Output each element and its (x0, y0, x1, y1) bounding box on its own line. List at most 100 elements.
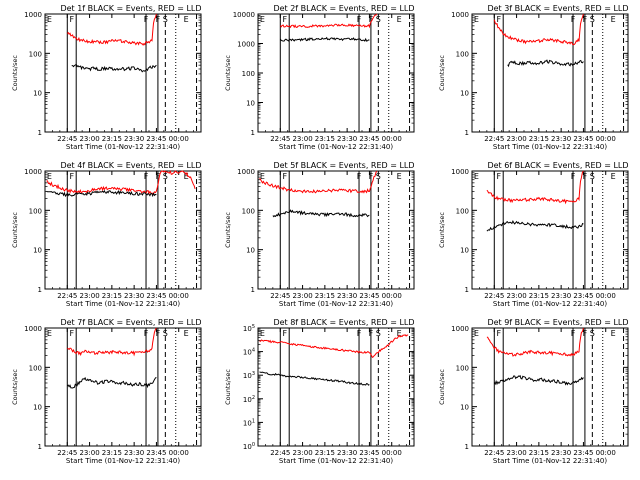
x-axis-title: Start Time (01-Nov-12 22:31:40) (279, 300, 393, 308)
x-tick-label: 23:30 (551, 449, 571, 457)
y-tick-label: 1 (251, 129, 255, 137)
marker-label: F (583, 172, 588, 181)
y-tick-label: 10 (460, 404, 469, 412)
detector-panel-4: Det 4f BLACK = Events, RED = LLD 1 10 100 10… (11, 161, 202, 308)
series-line-events (272, 209, 370, 218)
x-tick-label: 22:45 (484, 449, 504, 457)
series-line-lld (46, 169, 196, 195)
detector-panel-5: Det 5f BLACK = Events, RED = LLD 1 10 100 10… (224, 161, 415, 308)
plot-frame (44, 327, 202, 447)
x-axis-title: Start Time (01-Nov-12 22:31:40) (66, 300, 180, 308)
marker-label: F (357, 172, 362, 181)
marker-label: E (397, 15, 402, 24)
y-tick-label: 100 (456, 364, 469, 372)
marker-label: F (156, 172, 161, 181)
marker-label: F (357, 329, 362, 338)
x-tick-label: 23:00 (506, 135, 526, 143)
x-tick-label: 23:00 (292, 292, 312, 300)
y-tick-base: 10 (243, 325, 252, 333)
x-tick-label: 23:00 (292, 135, 312, 143)
series-line-lld (279, 13, 378, 29)
y-tick-label: 1 (251, 286, 255, 294)
marker-label: F (282, 15, 287, 24)
marker-label: S (163, 329, 168, 338)
marker-label: E (260, 172, 265, 181)
marker-label: F (144, 172, 149, 181)
y-axis-title: Counts/sec (438, 55, 446, 91)
marker-label: F (144, 15, 149, 24)
marker-label: S (376, 329, 381, 338)
x-tick-label: 23:15 (315, 292, 335, 300)
marker-label: F (282, 172, 287, 181)
marker-label: S (376, 172, 381, 181)
x-tick-label: 00:00 (382, 292, 402, 300)
marker-label: E (184, 172, 189, 181)
y-tick-label: 10 (246, 100, 255, 108)
x-tick-label: 23:45 (573, 135, 593, 143)
marker-label: S (590, 172, 595, 181)
y-tick-label: 10 (33, 90, 42, 98)
x-tick-label: 23:45 (359, 449, 379, 457)
y-tick-exponent: 3 (252, 371, 255, 377)
y-axis-title: Counts/sec (224, 369, 232, 405)
y-tick-label: 1000 (24, 11, 42, 19)
y-tick-label: 10 (33, 247, 42, 255)
marker-label: E (260, 329, 265, 338)
marker-label: F (571, 172, 576, 181)
x-tick-label: 23:45 (359, 135, 379, 143)
marker-label: F (156, 15, 161, 24)
y-tick-label: 100 (29, 207, 42, 215)
x-axis-title: Start Time (01-Nov-12 22:31:40) (493, 457, 607, 465)
marker-label: F (156, 329, 161, 338)
y-tick-label: 100 (242, 207, 255, 215)
x-tick-label: 23:15 (529, 449, 549, 457)
marker-label: F (369, 329, 374, 338)
y-tick-label: 104 (243, 348, 255, 357)
marker-label: F (571, 15, 576, 24)
x-tick-label: 00:00 (169, 292, 189, 300)
detector-panel-1: Det 1f BLACK = Events, RED = LLD 1 10 100 10… (11, 4, 202, 151)
marker-label: E (474, 15, 479, 24)
panel-title: Det 6f BLACK = Events, RED = LLD (487, 161, 628, 170)
y-axis-title: Counts/sec (438, 369, 446, 405)
series-line-events (486, 219, 584, 232)
x-tick-label: 00:00 (596, 292, 616, 300)
marker-label: F (282, 329, 287, 338)
x-tick-label: 23:30 (337, 292, 357, 300)
y-tick-exponent: 1 (252, 418, 255, 424)
marker-label: E (47, 15, 52, 24)
x-tick-label: 22:45 (57, 135, 77, 143)
marker-label: F (369, 15, 374, 24)
marker-label: F (69, 15, 74, 24)
marker-label: E (397, 329, 402, 338)
y-tick-exponent: 2 (252, 395, 255, 401)
y-tick-label: 1 (465, 443, 469, 451)
marker-label: F (583, 329, 588, 338)
panel-title: Det 1f BLACK = Events, RED = LLD (60, 4, 201, 13)
x-axis-title: Start Time (01-Nov-12 22:31:40) (66, 143, 180, 151)
y-axis-title: Counts/sec (11, 369, 19, 405)
y-tick-base: 10 (243, 443, 252, 451)
y-tick-label: 10 (33, 404, 42, 412)
marker-label: S (163, 172, 168, 181)
y-tick-label: 1000 (24, 168, 42, 176)
y-tick-label: 105 (243, 324, 255, 333)
plot-frame (471, 13, 629, 133)
panel-title: Det 3f BLACK = Events, RED = LLD (487, 4, 628, 13)
marker-label: F (69, 172, 74, 181)
x-tick-label: 00:00 (169, 135, 189, 143)
marker-label: E (611, 172, 616, 181)
x-tick-label: 00:00 (169, 449, 189, 457)
y-tick-label: 1 (465, 129, 469, 137)
x-tick-label: 23:45 (146, 449, 166, 457)
x-tick-label: 23:45 (146, 292, 166, 300)
series-line-events (46, 189, 157, 198)
x-tick-label: 23:15 (315, 135, 335, 143)
plot-frame (257, 327, 415, 447)
x-tick-label: 23:30 (124, 135, 144, 143)
marker-label: E (397, 172, 402, 181)
detector-panel-2: Det 2f BLACK = Events, RED = LLD 1 10 100 10… (224, 4, 415, 151)
panel-title: Det 4f BLACK = Events, RED = LLD (60, 161, 201, 170)
x-tick-label: 23:30 (124, 449, 144, 457)
y-axis-title: Counts/sec (224, 55, 232, 91)
